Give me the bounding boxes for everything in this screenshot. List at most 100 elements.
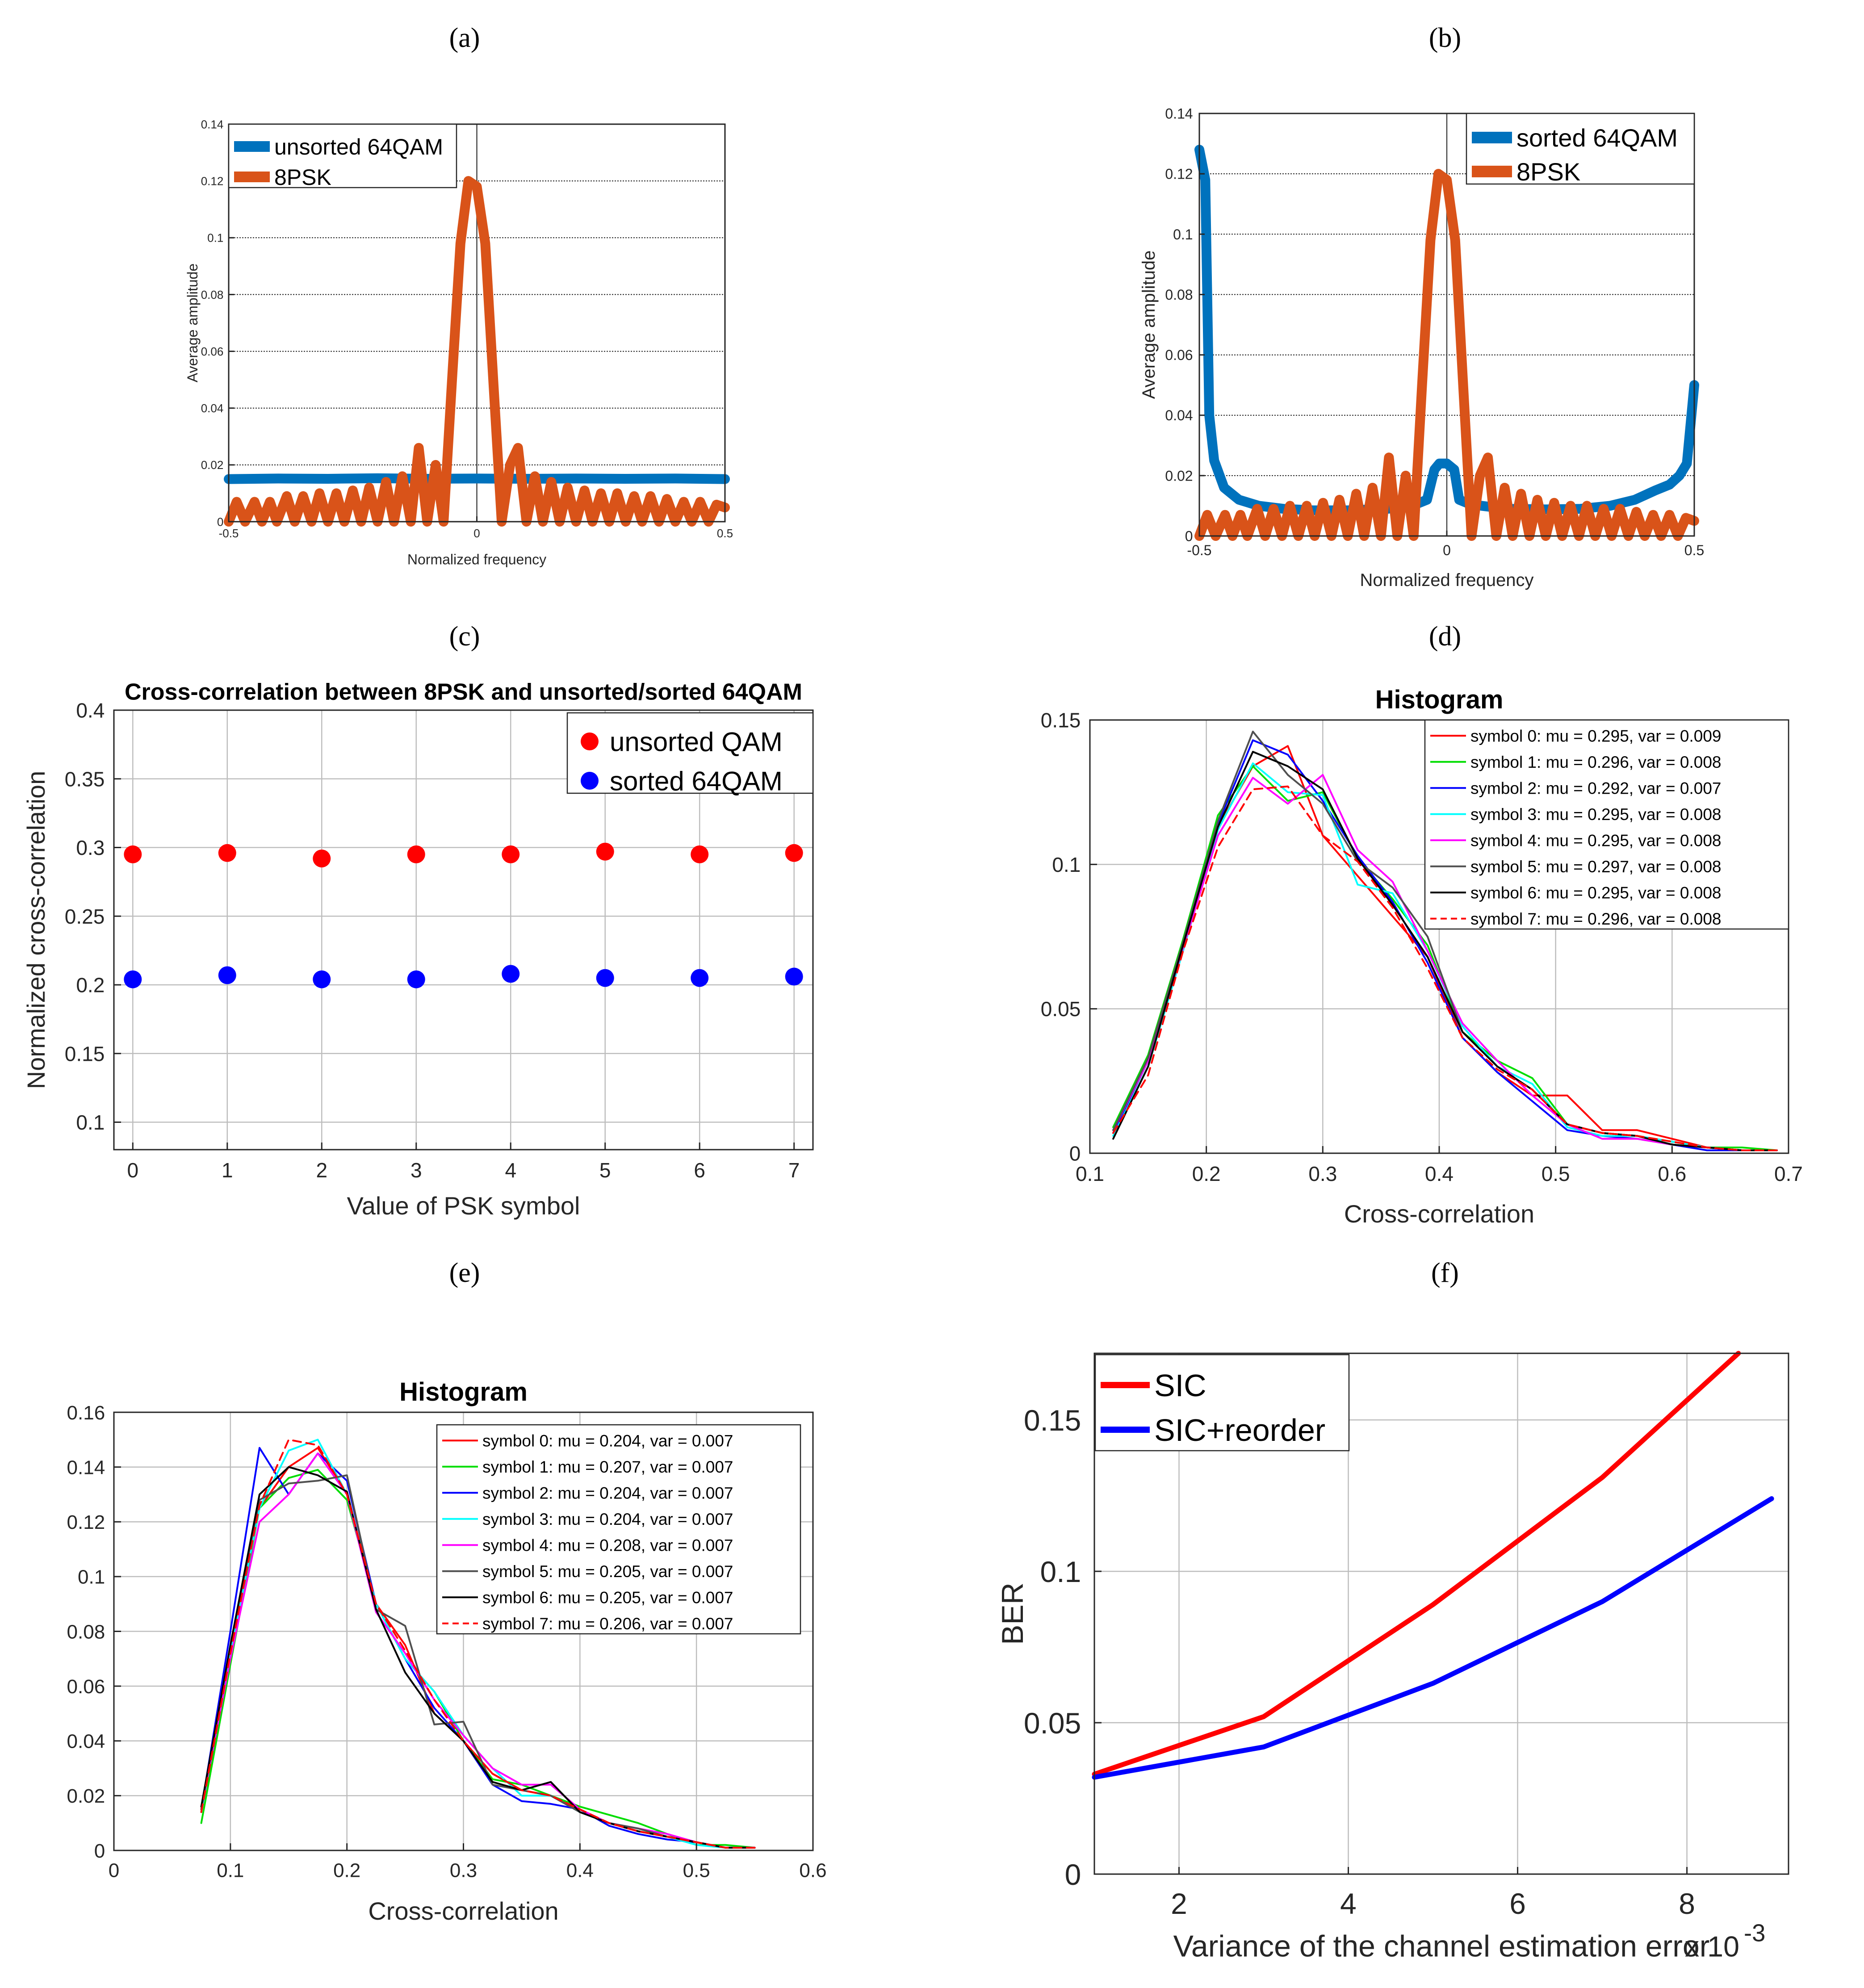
y-tick-label: 0.06 bbox=[1165, 347, 1193, 363]
series-line-0 bbox=[224, 473, 730, 484]
y-tick-label: 0 bbox=[1069, 1142, 1081, 1165]
y-tick-label: 0.04 bbox=[201, 402, 224, 415]
x-axis-label: Cross-correlation bbox=[368, 1897, 558, 1925]
x-tick-label: 2 bbox=[1171, 1887, 1187, 1920]
legend-label: 8PSK bbox=[1516, 158, 1580, 186]
y-tick-label: 0.02 bbox=[67, 1785, 105, 1807]
x-axis-multiplier: x 10 bbox=[1685, 1930, 1739, 1963]
y-tick-label: 0.08 bbox=[201, 288, 224, 301]
y-tick-label: 0.02 bbox=[1165, 468, 1193, 484]
x-tick-label: 0.3 bbox=[450, 1859, 477, 1881]
x-tick-label: 0.2 bbox=[1192, 1162, 1221, 1185]
x-tick-label: 4 bbox=[1340, 1887, 1357, 1920]
y-tick-label: 0.1 bbox=[207, 231, 223, 245]
legend-label: symbol 6: mu = 0.295, var = 0.008 bbox=[1470, 884, 1722, 902]
chart-d: 0.1 0.2 0.3 0.4 0.5 0.6 0.7 0 0.05 0.1 0.15 Cross-c… bbox=[1041, 685, 1803, 1228]
legend-label: symbol 4: mu = 0.295, var = 0.008 bbox=[1470, 832, 1722, 850]
y-tick-label: 0.15 bbox=[1041, 709, 1081, 732]
x-tick-label: 3 bbox=[410, 1159, 422, 1182]
scatter-point bbox=[407, 970, 425, 988]
legend-label: sorted 64QAM bbox=[610, 766, 783, 796]
chart-title: Histogram bbox=[1375, 685, 1504, 714]
x-tick-label: 2 bbox=[316, 1159, 327, 1182]
series-line-0 bbox=[1092, 1351, 1741, 1777]
x-tick-label: 1 bbox=[222, 1159, 233, 1182]
chart-c: 0 1 2 3 4 5 6 7 0.1 0.15 0.2 0.25 0.3 0.35 0.4 Value of… bbox=[22, 679, 814, 1220]
legend-label: symbol 5: mu = 0.205, var = 0.007 bbox=[482, 1562, 733, 1581]
panel-label-b: (b) bbox=[1429, 23, 1461, 53]
legend-marker bbox=[581, 732, 599, 750]
scatter-point bbox=[124, 845, 142, 863]
legend-label: symbol 7: mu = 0.206, var = 0.007 bbox=[482, 1615, 733, 1633]
x-tick-label: 0 bbox=[127, 1159, 139, 1182]
x-axis-label: Cross-correlation bbox=[1344, 1200, 1534, 1228]
panel-label-c: (c) bbox=[449, 621, 480, 652]
scatter-point bbox=[313, 850, 331, 868]
legend-label: unsorted QAM bbox=[610, 727, 783, 757]
scatter-point bbox=[502, 965, 520, 983]
x-tick-label: -0.5 bbox=[219, 527, 239, 540]
x-tick-label: 0.5 bbox=[683, 1859, 710, 1881]
scatter-point bbox=[785, 844, 803, 862]
x-tick-label: 6 bbox=[1509, 1887, 1526, 1920]
series-line-0 bbox=[1194, 145, 1699, 515]
legend: symbol 0: mu = 0.204, var = 0.007 symbol … bbox=[436, 1424, 801, 1635]
y-tick-label: 0.04 bbox=[1165, 407, 1193, 423]
legend-label: symbol 6: mu = 0.205, var = 0.007 bbox=[482, 1589, 733, 1607]
y-tick-label: 0.15 bbox=[65, 1042, 105, 1065]
x-tick-label: 8 bbox=[1679, 1887, 1695, 1920]
legend-label: symbol 4: mu = 0.208, var = 0.007 bbox=[482, 1536, 733, 1555]
y-tick-label: 0.15 bbox=[1024, 1404, 1081, 1437]
series-line-7 bbox=[1112, 785, 1778, 1151]
scatter-point bbox=[218, 966, 236, 984]
x-tick-label: 0.5 bbox=[717, 527, 733, 540]
y-tick-label: 0.08 bbox=[67, 1621, 105, 1643]
y-tick-label: 0.1 bbox=[1052, 853, 1081, 876]
legend-label: symbol 1: mu = 0.207, var = 0.007 bbox=[482, 1458, 733, 1476]
y-axis-label: Average amplitude bbox=[1139, 251, 1159, 399]
axes-box bbox=[113, 709, 814, 1151]
y-axis-label: Normalized cross-correlation bbox=[22, 771, 50, 1089]
x-tick-label: 6 bbox=[694, 1159, 705, 1182]
y-tick-label: 0.02 bbox=[201, 458, 224, 472]
chart-e: 0 0.1 0.2 0.3 0.4 0.5 0.6 0 0.02 0.04 0.06 0.08 0.1 0… bbox=[67, 1377, 827, 1925]
panel-label-f: (f) bbox=[1431, 1258, 1459, 1288]
legend-box bbox=[1424, 719, 1789, 930]
y-axis-label: BER bbox=[996, 1582, 1030, 1645]
legend-label: symbol 2: mu = 0.292, var = 0.007 bbox=[1470, 779, 1722, 798]
y-tick-label: 0.12 bbox=[67, 1511, 105, 1533]
y-tick-label: 0.2 bbox=[76, 974, 105, 997]
legend-label: SIC bbox=[1154, 1368, 1206, 1403]
chart-title: Cross-correlation between 8PSK and unsor… bbox=[125, 679, 802, 705]
y-tick-label: 0.14 bbox=[1165, 106, 1193, 122]
scatter-point bbox=[407, 845, 425, 863]
series-line-7 bbox=[200, 1439, 756, 1849]
x-tick-label: 0.1 bbox=[1076, 1162, 1104, 1185]
x-tick-label: 0 bbox=[109, 1859, 119, 1881]
x-tick-label: 0.6 bbox=[799, 1859, 826, 1881]
legend: symbol 0: mu = 0.295, var = 0.009 symbol … bbox=[1424, 719, 1789, 930]
legend-marker bbox=[581, 772, 599, 790]
y-tick-label: 0.08 bbox=[1165, 287, 1193, 303]
y-tick-label: 0.12 bbox=[1165, 166, 1193, 182]
legend-label: symbol 2: mu = 0.204, var = 0.007 bbox=[482, 1484, 733, 1503]
y-tick-label: 0.12 bbox=[201, 175, 224, 188]
y-tick-label: 0.4 bbox=[76, 699, 105, 722]
legend-label: symbol 3: mu = 0.295, var = 0.008 bbox=[1470, 805, 1722, 824]
x-axis-label: Value of PSK symbol bbox=[347, 1192, 580, 1220]
panel-label-a: (a) bbox=[449, 23, 480, 53]
y-tick-label: 0.04 bbox=[67, 1731, 105, 1753]
legend-label: sorted 64QAM bbox=[1516, 124, 1678, 152]
y-tick-label: 0.1 bbox=[1040, 1555, 1081, 1588]
legend-label: 8PSK bbox=[274, 165, 331, 190]
y-tick-label: 0.1 bbox=[78, 1566, 105, 1588]
y-tick-label: 0 bbox=[217, 515, 223, 528]
x-axis-label: Normalized frequency bbox=[407, 552, 546, 568]
x-tick-label: 0.5 bbox=[1684, 542, 1704, 558]
x-tick-label: 7 bbox=[788, 1159, 800, 1182]
y-axis-label: Average amplitude bbox=[184, 264, 201, 382]
scatter-point bbox=[691, 845, 709, 863]
y-tick-label: 0 bbox=[1185, 528, 1193, 544]
scatter-point bbox=[596, 969, 614, 987]
